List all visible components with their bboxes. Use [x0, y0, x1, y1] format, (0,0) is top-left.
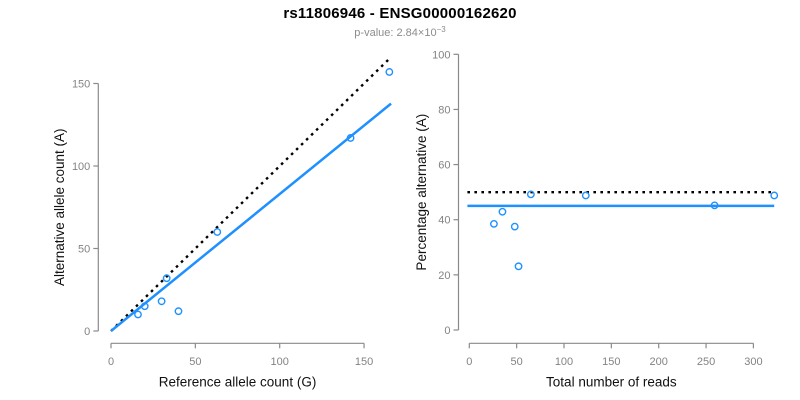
y-tick-label: 20 [438, 270, 450, 282]
x-tick-label: 150 [355, 356, 373, 368]
data-point [213, 228, 222, 236]
y-tick-label: 60 [438, 160, 450, 172]
x-tick-label: 150 [602, 356, 620, 368]
y-tick-label: 100 [72, 161, 90, 173]
data-point [385, 68, 394, 76]
data-point [498, 207, 507, 216]
data-point [174, 307, 183, 316]
x-tick-label: 50 [189, 356, 201, 368]
pvalue-exponent: −3 [436, 25, 446, 34]
y-tick-label: 50 [78, 244, 90, 256]
fit-line [110, 102, 392, 332]
x-tick-label: 50 [511, 356, 523, 368]
y-tick-label: 0 [444, 325, 450, 337]
x-tick-label: 300 [744, 356, 762, 368]
data-point [710, 201, 719, 210]
x-axis-title: Reference allele count (G) [159, 374, 317, 389]
data-point [581, 191, 590, 200]
data-point [157, 297, 166, 306]
data-point [346, 134, 355, 142]
percentage-scatter: 0 20 40 60 80 100 0 50 100 150 200 250 300 Total numb… [414, 49, 779, 389]
data-point [162, 274, 171, 283]
y-axis-title: Percentage alternative (A) [414, 114, 429, 271]
x-tick-label: 200 [650, 356, 668, 368]
x-tick-label: 0 [466, 356, 472, 368]
data-point [140, 302, 149, 311]
data-point [510, 222, 519, 231]
y-tick-label: 150 [72, 79, 90, 91]
data-point [514, 262, 523, 271]
y-tick-label: 100 [432, 49, 450, 61]
y-axis-title: Alternative allele count (A) [52, 128, 67, 286]
page-title: rs11806946 - ENSG00000162620 [283, 5, 517, 22]
pvalue-subtitle: p-value: 2.84×10−3 [0, 25, 800, 39]
x-tick-label: 100 [271, 356, 289, 368]
x-tick-label: 250 [697, 356, 715, 368]
x-tick-label: 0 [108, 356, 114, 368]
x-axis-title: Total number of reads [546, 374, 677, 389]
identity-line [110, 57, 391, 332]
pvalue-text: p-value: 2.84×10 [354, 27, 437, 39]
allele-count-scatter: 0 50 100 150 0 50 100 150 Reference allele count… [52, 57, 394, 389]
data-point [770, 191, 779, 200]
y-tick-label: 80 [438, 104, 450, 116]
x-tick-label: 100 [555, 356, 573, 368]
y-tick-label: 40 [438, 215, 450, 227]
data-point [134, 310, 142, 319]
y-tick-label: 0 [84, 326, 90, 338]
data-point [490, 219, 498, 228]
data-point [526, 190, 535, 199]
